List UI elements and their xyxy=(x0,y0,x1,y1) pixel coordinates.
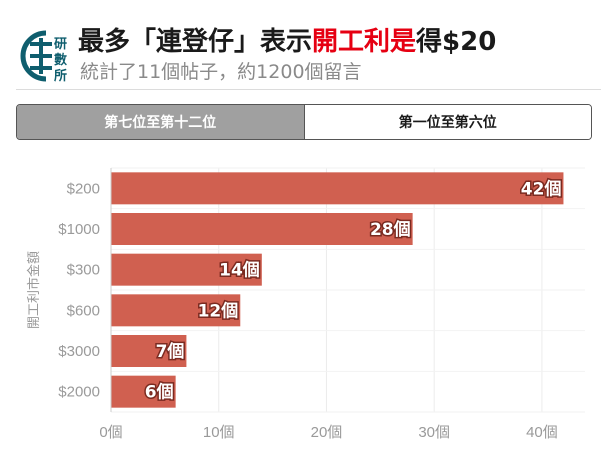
logo-char-2: 數 xyxy=(54,52,67,68)
bar xyxy=(111,213,413,245)
y-tick-label: $300 xyxy=(67,262,100,279)
x-tick-label: 10個 xyxy=(203,424,235,441)
page-subtitle: 統計了11個帖子，約1200個留言 xyxy=(80,61,362,83)
data-label: 12個 xyxy=(198,300,239,321)
header: 研 數 所 最多「連登仔」表示開工利是得$20 統計了11個帖子，約1200個留… xyxy=(0,0,616,92)
x-tick-label: 30個 xyxy=(418,424,450,441)
x-tick-label: 20個 xyxy=(311,424,343,441)
data-label: 6個 xyxy=(145,382,174,403)
logo-icon: 研 數 所 xyxy=(20,30,67,84)
title-highlight: 開工利是 xyxy=(312,27,417,57)
tab-first-to-sixth[interactable]: 第一位至第六位 xyxy=(303,105,591,139)
page-title: 最多「連登仔」表示開工利是得$20 xyxy=(78,26,496,58)
data-label: 28個 xyxy=(370,219,411,240)
bar xyxy=(111,172,564,205)
logo-char-3: 所 xyxy=(54,68,67,84)
x-tick-label: 40個 xyxy=(526,424,558,441)
data-label: 42個 xyxy=(521,178,562,199)
x-tick-label: 0個 xyxy=(99,424,122,441)
data-label: 14個 xyxy=(219,260,260,281)
y-tick-label: $200 xyxy=(67,180,100,197)
y-axis-title: 開工利市金額 xyxy=(26,251,42,329)
bar xyxy=(111,253,262,286)
logo-char-1: 研 xyxy=(54,37,67,52)
y-tick-label: $600 xyxy=(67,302,100,319)
tab-bar: 第七位至第十二位 第一位至第六位 xyxy=(16,104,592,140)
header-divider xyxy=(16,89,601,90)
y-tick-label: $2000 xyxy=(58,384,100,401)
bar xyxy=(111,375,176,408)
bar-chart: 0個 10個 20個 30個 40個 $200 42個 $1000 28個 $300 14個 $600… xyxy=(26,167,585,441)
tab-seventh-to-twelfth[interactable]: 第七位至第十二位 xyxy=(17,105,304,139)
bar xyxy=(111,335,187,367)
y-tick-label: $1000 xyxy=(58,221,100,238)
data-label: 7個 xyxy=(156,341,185,362)
y-tick-label: $3000 xyxy=(58,343,100,360)
title-suffix: 得$20 xyxy=(416,27,497,57)
bar xyxy=(111,294,241,327)
title-prefix: 最多「連登仔」表示 xyxy=(78,27,313,57)
